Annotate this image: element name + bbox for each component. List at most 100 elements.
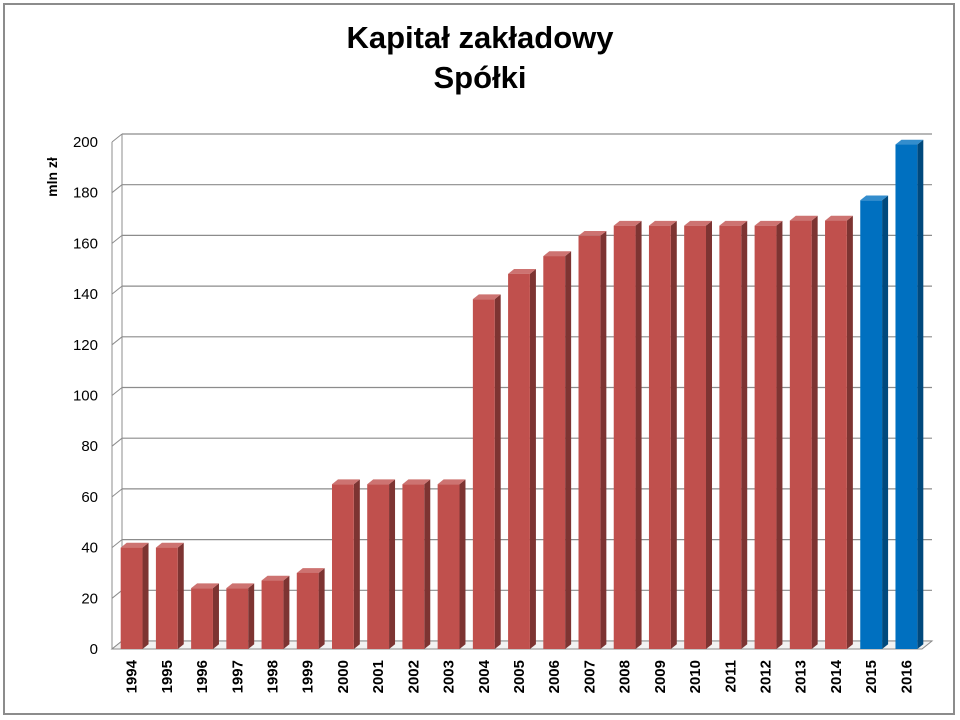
- bar-side: [565, 251, 572, 649]
- bar-2013: [789, 215, 818, 649]
- y-tick-label: 140: [73, 286, 98, 303]
- bar-side: [353, 479, 360, 649]
- bar-front: [648, 225, 671, 649]
- bar-side: [741, 220, 748, 650]
- bar-2012: [754, 220, 783, 650]
- x-tick-label: 1996: [194, 660, 211, 693]
- y-tick-label: 20: [81, 590, 98, 607]
- bar-1994: [120, 542, 149, 649]
- bar-1997: [226, 583, 255, 649]
- y-tick-label: 160: [73, 235, 98, 252]
- bar-front: [860, 200, 883, 649]
- bar-side: [494, 294, 501, 649]
- y-tick-label: 200: [73, 134, 98, 151]
- y-tick-label: 180: [73, 185, 98, 202]
- gridline-side: [111, 133, 123, 143]
- x-tick-label: 2006: [546, 660, 563, 693]
- bar-side: [882, 195, 889, 649]
- gridline-side: [111, 589, 123, 599]
- bar-top: [684, 220, 713, 226]
- bar-2015: [860, 195, 889, 649]
- bar-top: [543, 251, 572, 257]
- bar-side: [248, 583, 255, 649]
- bar-side: [846, 215, 853, 649]
- bar-side: [529, 269, 536, 649]
- x-tick-label: 2010: [687, 660, 704, 693]
- bar-front: [578, 235, 601, 650]
- y-tick-label: 0: [90, 641, 98, 658]
- bar-top: [367, 479, 396, 485]
- bar-side: [177, 542, 184, 649]
- x-tick-label: 2005: [511, 660, 528, 693]
- bar-side: [635, 220, 642, 650]
- x-tick-label: 2016: [898, 660, 915, 693]
- bar-side: [917, 139, 924, 650]
- chart-title: Kapitał zakładowy Spółki: [0, 18, 960, 98]
- bar-2002: [402, 479, 431, 649]
- x-tick-label: 2012: [758, 660, 775, 693]
- x-tick-label: 2011: [722, 660, 739, 693]
- x-tick-label: 1999: [300, 660, 317, 693]
- x-tick-label: 2002: [405, 660, 422, 693]
- bar-2001: [367, 479, 396, 649]
- bar-2000: [331, 479, 360, 649]
- bar-top: [508, 269, 536, 274]
- bar-front: [261, 580, 284, 649]
- bar-front: [331, 484, 354, 649]
- bar-2016: [895, 139, 924, 650]
- bar-front: [543, 256, 566, 649]
- chart-title-line-1: Kapitał zakładowy: [346, 20, 614, 55]
- bar-front: [613, 225, 636, 649]
- bar-top: [754, 220, 783, 226]
- chart-title-line-2: Spółki: [433, 60, 527, 95]
- x-tick-label: 2014: [828, 659, 845, 693]
- y-tick-label: 100: [73, 388, 98, 405]
- y-axis-ticks: 0 20 40 60 80 100 120 140 160 180 200: [73, 134, 98, 658]
- bar-top: [719, 220, 748, 226]
- bar-front: [296, 572, 319, 649]
- x-tick-label: 2004: [476, 659, 493, 693]
- bar-front: [825, 220, 847, 649]
- bar-top: [261, 575, 290, 581]
- x-tick-label: 1998: [264, 660, 281, 693]
- bar-top: [613, 220, 642, 226]
- bars: [120, 139, 924, 650]
- bar-side: [811, 215, 818, 649]
- bar-side: [600, 230, 607, 649]
- bar-front: [472, 299, 495, 649]
- bar-front: [684, 225, 707, 649]
- bar-side: [283, 575, 290, 649]
- bar-side: [389, 479, 396, 649]
- x-axis-ticks: 1994 1995 1996 1997 1998 1999 2000 2001 2002 2003…: [124, 659, 916, 693]
- bar-side: [706, 220, 713, 650]
- bar-front: [719, 225, 742, 649]
- bar-2011: [719, 220, 748, 650]
- gridline-side: [111, 387, 123, 396]
- bar-2005: [508, 269, 536, 649]
- bar-2014: [825, 215, 853, 649]
- bar-top: [402, 479, 431, 485]
- gridline-side: [111, 336, 123, 346]
- y-tick-label: 80: [81, 438, 98, 455]
- bar-top: [296, 568, 325, 573]
- gridline-side: [111, 184, 123, 194]
- bar-side: [424, 479, 431, 649]
- x-tick-label: 2007: [581, 660, 598, 693]
- y-tick-label: 120: [73, 337, 98, 354]
- bar-top: [860, 195, 889, 201]
- bar-side: [459, 479, 466, 649]
- y-tick-label: 60: [81, 489, 98, 506]
- bar-2008: [613, 220, 642, 650]
- bar-top: [191, 583, 219, 589]
- bar-side: [670, 220, 677, 650]
- bar-top: [226, 583, 255, 589]
- bar-front: [155, 547, 178, 649]
- bar-top: [825, 215, 853, 221]
- bar-front: [120, 547, 143, 649]
- bar-top: [120, 542, 149, 548]
- bar-top: [789, 215, 818, 221]
- bar-top: [895, 139, 924, 145]
- bar-side: [212, 583, 219, 649]
- x-tick-label: 1994: [124, 659, 141, 693]
